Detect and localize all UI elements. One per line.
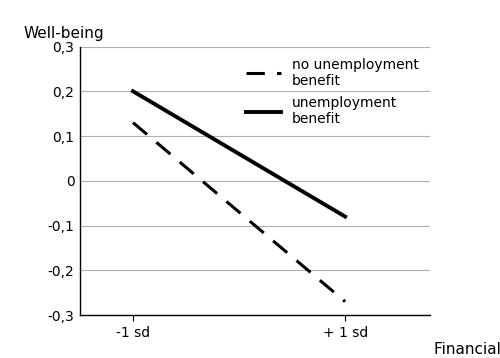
Line: no unemployment
benefit: no unemployment benefit [133,122,345,301]
Legend: no unemployment
benefit, unemployment
benefit: no unemployment benefit, unemployment be… [242,53,423,131]
unemployment
benefit [130,89,136,93]
Text: Financial hardship: Financial hardship [434,342,500,357]
Line: unemployment
benefit: unemployment benefit [133,91,345,217]
unemployment
benefit [342,214,348,219]
Text: Well-being: Well-being [24,26,104,41]
no unemployment
benefit [342,299,348,304]
no unemployment
benefit [130,120,136,125]
